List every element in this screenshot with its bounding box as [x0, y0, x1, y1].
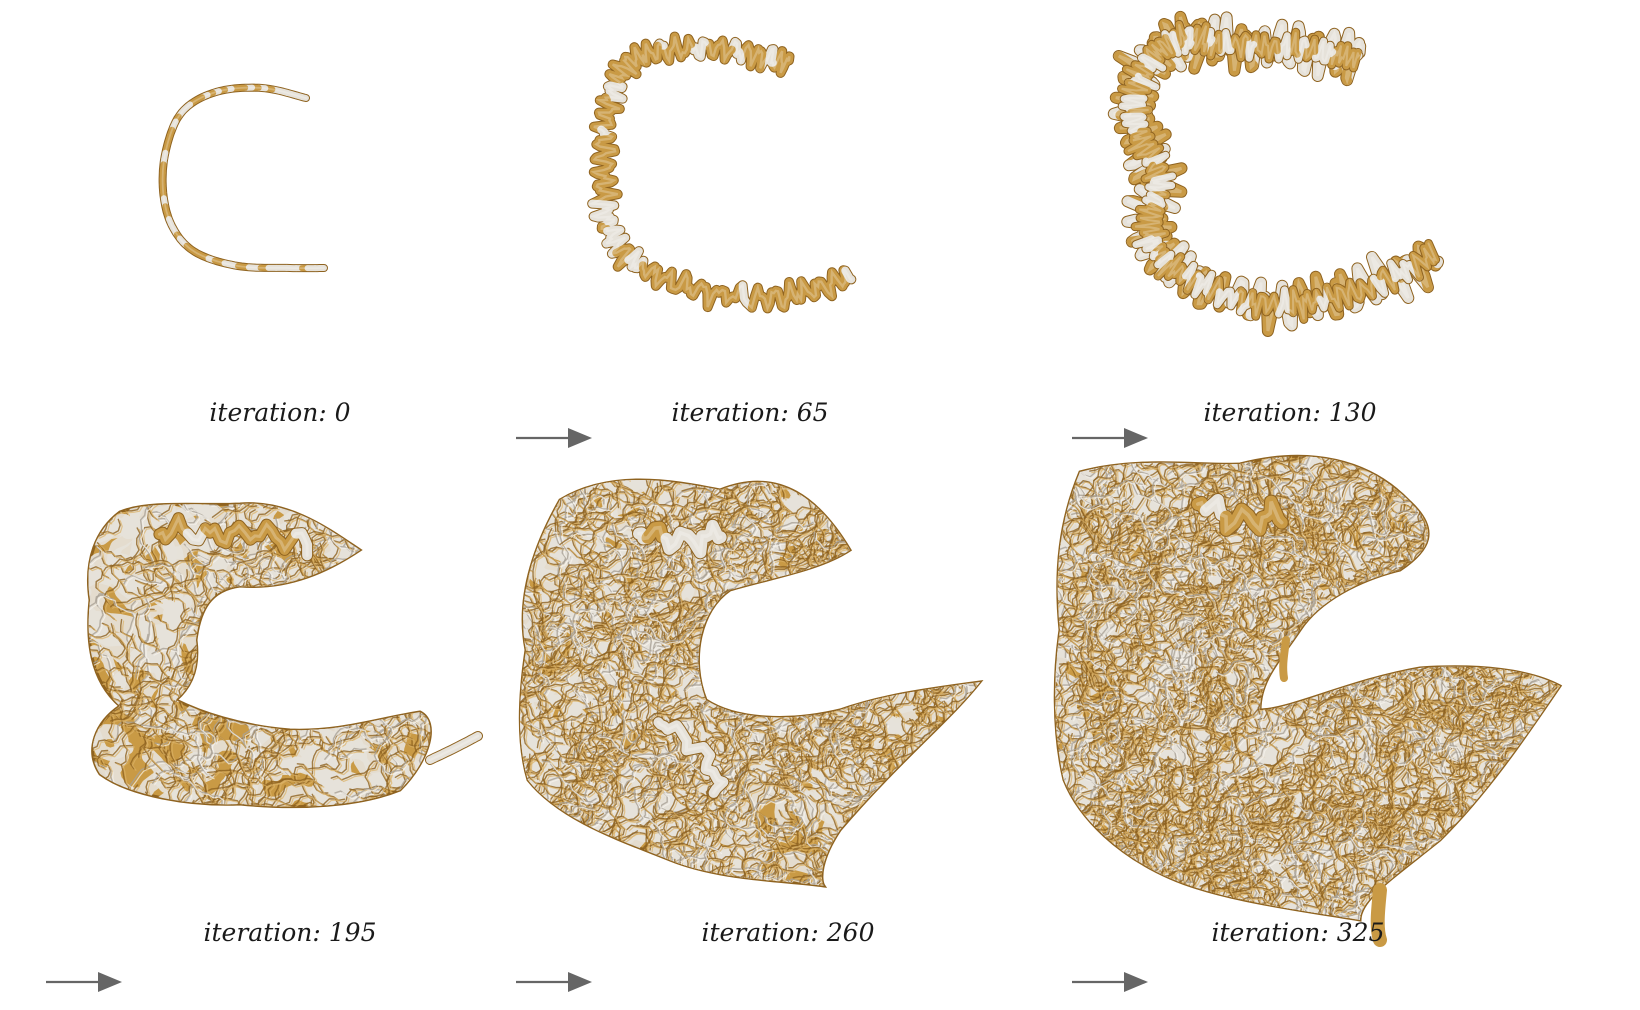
stage-caption-2: iteration: 130 — [1203, 398, 1377, 427]
right-arrow-icon — [46, 972, 122, 992]
growth-stage-panel-2 — [0, 0, 1640, 460]
stage-caption-3: iteration: 195 — [203, 918, 377, 947]
right-arrow-icon — [1072, 428, 1148, 448]
growth-stage-shape-0 — [158, 83, 328, 273]
right-arrow-icon — [1072, 972, 1148, 992]
right-arrow-icon — [516, 428, 592, 448]
growth-stage-panel-1 — [0, 0, 1640, 460]
growth-stage-panel-4 — [518, 460, 1060, 960]
stage-caption-4: iteration: 260 — [701, 918, 875, 947]
growth-stage-shape-2 — [1107, 10, 1444, 337]
right-arrow-icon — [516, 972, 592, 992]
stage-caption-5: iteration: 325 — [1211, 918, 1385, 947]
growth-stage-shape-5 — [1053, 454, 1563, 947]
growth-stage-shape-3 — [86, 502, 483, 809]
stage-caption-0: iteration: 0 — [209, 398, 351, 427]
growth-stage-shape-1 — [587, 31, 857, 314]
growth-stage-panel-3 — [0, 460, 520, 960]
growth-stage-shape-4 — [518, 478, 984, 888]
growth-stage-panel-5 — [1053, 454, 1640, 960]
stage-caption-1: iteration: 65 — [671, 398, 829, 427]
growth-stage-panel-0 — [0, 0, 520, 460]
